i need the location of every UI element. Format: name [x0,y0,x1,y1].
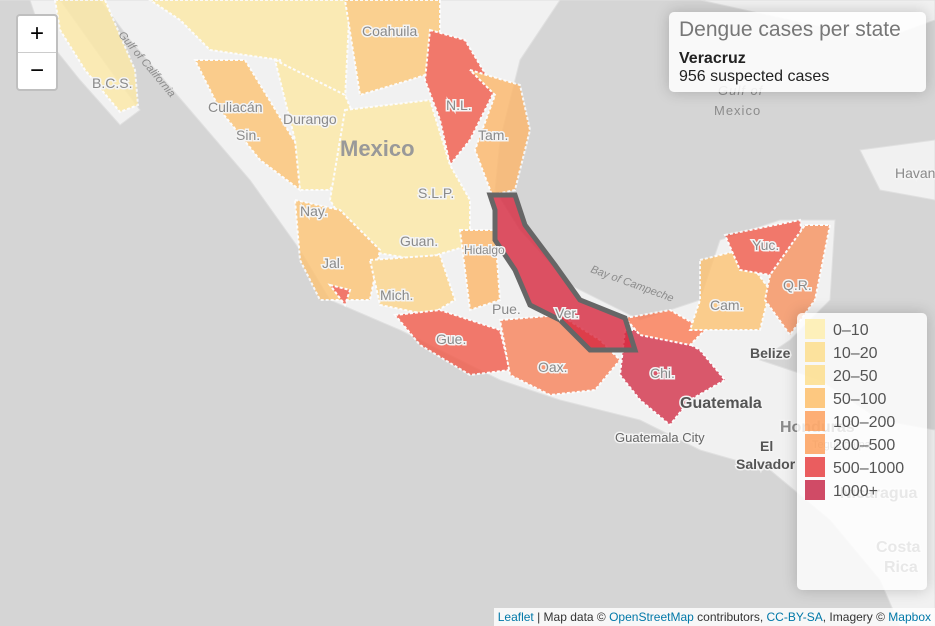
label: Guatemala City [615,430,705,445]
attribution-text: | Map data © [533,610,610,624]
label: Ver. [555,305,579,321]
legend-item: 20–50 [805,365,919,388]
label: El [760,438,773,454]
label: Salvador [736,456,796,472]
legend-swatch [805,388,825,408]
legend-swatch [805,480,825,500]
attribution-link[interactable]: CC-BY-SA [766,610,823,624]
legend-label: 20–50 [833,368,878,385]
label: Culiacán [208,99,262,115]
label: Sin. [236,127,260,143]
label: Durango [283,111,337,127]
attribution: Leaflet | Map data © OpenStreetMap contr… [493,608,935,626]
label: Mich. [380,287,413,303]
attribution-link[interactable]: OpenStreetMap [609,610,694,624]
label: Gue. [436,331,466,347]
attribution-text: contributors, [693,610,767,624]
legend-swatch [805,434,825,454]
zoom-out[interactable]: − [18,52,56,89]
legend-item: 1000+ [805,480,919,503]
label: Yuc. [752,237,779,253]
label: Mexico [714,103,761,118]
label: Jal. [322,255,344,271]
legend-label: 1000+ [833,483,878,500]
label: Bay of Campeche [589,264,675,305]
label: Nay. [300,203,328,219]
label: Cam. [710,297,743,313]
label: Guatemala [680,395,762,412]
label: S.L.P. [418,185,454,201]
info-title: Dengue cases per state [679,18,901,41]
zoom-in[interactable]: + [29,20,44,47]
label: Hidalgo [464,243,505,257]
legend-label: 10–20 [833,345,878,362]
legend-item: 200–500 [805,434,919,457]
label: Tam. [478,127,508,143]
legend-swatch [805,342,825,362]
label: Q.R. [783,277,812,293]
label: B.C.S. [92,75,132,91]
label: Havana [895,165,935,181]
legend-swatch [805,411,825,431]
attribution-text: , Imagery © [822,610,889,624]
legend-item: 10–20 [805,342,919,365]
info-state: Veracruz [679,50,746,67]
label: Belize [750,345,791,361]
label: Mexico [340,136,415,161]
legend-swatch [805,319,825,339]
legend-label: 500–1000 [833,460,905,477]
attribution-link[interactable]: Mapbox [888,610,931,624]
label: Chi. [650,365,675,381]
legend-item: 500–1000 [805,457,919,480]
legend-label: 0–10 [833,322,869,339]
info-detail: 956 suspected cases [679,68,830,85]
legend-item: 50–100 [805,388,919,411]
legend-item: 100–200 [805,411,919,434]
label: Oax. [538,359,568,375]
legend-label: 100–200 [833,414,896,431]
legend-label: 200–500 [833,437,896,454]
legend-swatch [805,457,825,477]
label: N.L. [446,97,472,113]
state-regions [53,0,832,427]
legend-item: 0–10 [805,319,919,342]
label: Coahuila [362,23,417,39]
highlighted-state[interactable] [486,192,639,353]
legend-swatch [805,365,825,385]
label: Guan. [400,233,438,249]
legend: 0–10 10–20 20–50 50–100 100–200 200–500 500–10… [797,313,927,590]
info-box: Dengue cases per state Veracruz 956 susp… [669,12,926,92]
zoom-control: + − [16,14,58,91]
attribution-link[interactable]: Leaflet [497,610,534,624]
legend-label: 50–100 [833,391,887,408]
label: Pue. [492,301,521,317]
